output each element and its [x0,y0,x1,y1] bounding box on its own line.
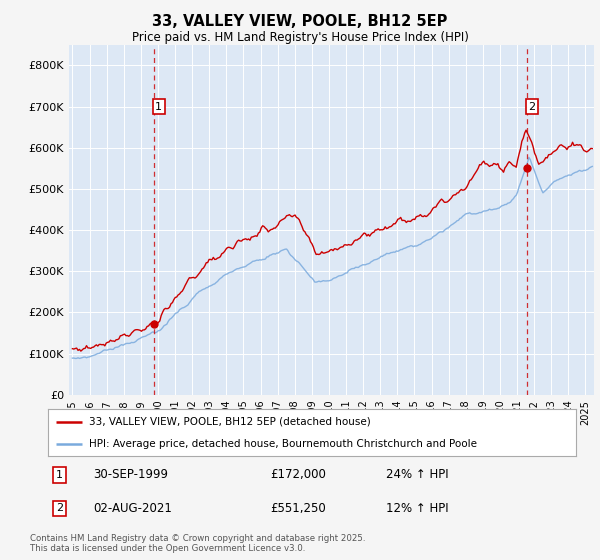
Text: 24% ↑ HPI: 24% ↑ HPI [386,468,449,482]
Text: 2: 2 [56,503,63,514]
Text: 1: 1 [56,470,63,480]
Text: 12% ↑ HPI: 12% ↑ HPI [386,502,449,515]
Text: Price paid vs. HM Land Registry's House Price Index (HPI): Price paid vs. HM Land Registry's House … [131,31,469,44]
Text: 02-AUG-2021: 02-AUG-2021 [93,502,172,515]
Text: £172,000: £172,000 [270,468,326,482]
Text: £551,250: £551,250 [270,502,326,515]
Text: 2: 2 [529,101,536,111]
Text: 30-SEP-1999: 30-SEP-1999 [93,468,168,482]
Text: HPI: Average price, detached house, Bournemouth Christchurch and Poole: HPI: Average price, detached house, Bour… [89,438,477,449]
Text: Contains HM Land Registry data © Crown copyright and database right 2025.
This d: Contains HM Land Registry data © Crown c… [30,534,365,553]
Text: 33, VALLEY VIEW, POOLE, BH12 5EP (detached house): 33, VALLEY VIEW, POOLE, BH12 5EP (detach… [89,417,371,427]
Text: 33, VALLEY VIEW, POOLE, BH12 5EP: 33, VALLEY VIEW, POOLE, BH12 5EP [152,14,448,29]
Text: 1: 1 [155,101,162,111]
